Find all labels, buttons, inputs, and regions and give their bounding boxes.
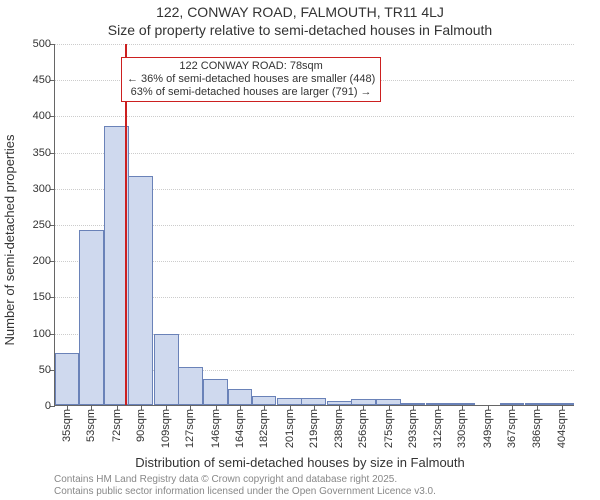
x-tick-label: 53sqm bbox=[85, 405, 97, 442]
x-tick-label: 90sqm bbox=[135, 405, 147, 442]
credits-line2: Contains public sector information licen… bbox=[54, 486, 436, 498]
histogram-bar bbox=[228, 389, 253, 405]
x-tick-label: 293sqm bbox=[407, 405, 419, 448]
page-title-line2: Size of property relative to semi-detach… bbox=[0, 22, 600, 38]
y-tick-label: 300 bbox=[33, 183, 55, 195]
x-axis-label: Distribution of semi-detached houses by … bbox=[0, 455, 600, 470]
x-tick-label: 127sqm bbox=[184, 405, 196, 448]
gridline bbox=[55, 44, 574, 45]
gridline bbox=[55, 153, 574, 154]
y-tick-label: 250 bbox=[33, 219, 55, 231]
y-tick-label: 150 bbox=[33, 291, 55, 303]
x-tick-label: 238sqm bbox=[333, 405, 345, 448]
y-tick-label: 100 bbox=[33, 328, 55, 340]
histogram-bar bbox=[154, 334, 179, 405]
histogram-plot: 05010015020025030035040045050035sqm53sqm… bbox=[54, 44, 574, 406]
x-tick-label: 349sqm bbox=[482, 405, 494, 448]
callout-line1: 122 CONWAY ROAD: 78sqm bbox=[127, 60, 375, 73]
x-tick-label: 386sqm bbox=[531, 405, 543, 448]
marker-callout: 122 CONWAY ROAD: 78sqm ← 36% of semi-det… bbox=[121, 57, 381, 102]
y-tick-label: 450 bbox=[33, 74, 55, 86]
histogram-bar bbox=[277, 398, 302, 405]
y-tick-label: 500 bbox=[33, 38, 55, 50]
x-tick-label: 330sqm bbox=[456, 405, 468, 448]
x-tick-label: 312sqm bbox=[432, 405, 444, 448]
credits: Contains HM Land Registry data © Crown c… bbox=[54, 474, 436, 498]
x-tick-label: 201sqm bbox=[284, 405, 296, 448]
histogram-bar bbox=[178, 367, 203, 405]
callout-line2: ← 36% of semi-detached houses are smalle… bbox=[127, 73, 375, 86]
gridline bbox=[55, 116, 574, 117]
x-tick-label: 72sqm bbox=[111, 405, 123, 442]
credits-line1: Contains HM Land Registry data © Crown c… bbox=[54, 474, 436, 486]
x-tick-label: 275sqm bbox=[383, 405, 395, 448]
x-tick-label: 367sqm bbox=[506, 405, 518, 448]
x-tick-label: 164sqm bbox=[234, 405, 246, 448]
y-tick-label: 350 bbox=[33, 147, 55, 159]
x-tick-label: 109sqm bbox=[160, 405, 172, 448]
x-tick-label: 146sqm bbox=[210, 405, 222, 448]
histogram-bar bbox=[128, 176, 153, 405]
x-tick-label: 219sqm bbox=[308, 405, 320, 448]
x-tick-label: 404sqm bbox=[556, 405, 568, 448]
x-tick-label: 35sqm bbox=[61, 405, 73, 442]
histogram-bar bbox=[252, 396, 277, 405]
y-axis-label: Number of semi-detached properties bbox=[2, 29, 17, 240]
histogram-bar bbox=[55, 353, 80, 405]
y-tick-label: 0 bbox=[45, 400, 55, 412]
callout-line3: 63% of semi-detached houses are larger (… bbox=[127, 86, 375, 99]
page-title-line1: 122, CONWAY ROAD, FALMOUTH, TR11 4LJ bbox=[0, 4, 600, 20]
y-tick-label: 200 bbox=[33, 255, 55, 267]
histogram-bar bbox=[79, 230, 104, 405]
histogram-bar bbox=[301, 398, 326, 405]
y-tick-label: 400 bbox=[33, 110, 55, 122]
histogram-bar bbox=[203, 379, 228, 405]
y-tick-label: 50 bbox=[39, 364, 55, 376]
x-tick-label: 182sqm bbox=[258, 405, 270, 448]
x-tick-label: 256sqm bbox=[357, 405, 369, 448]
